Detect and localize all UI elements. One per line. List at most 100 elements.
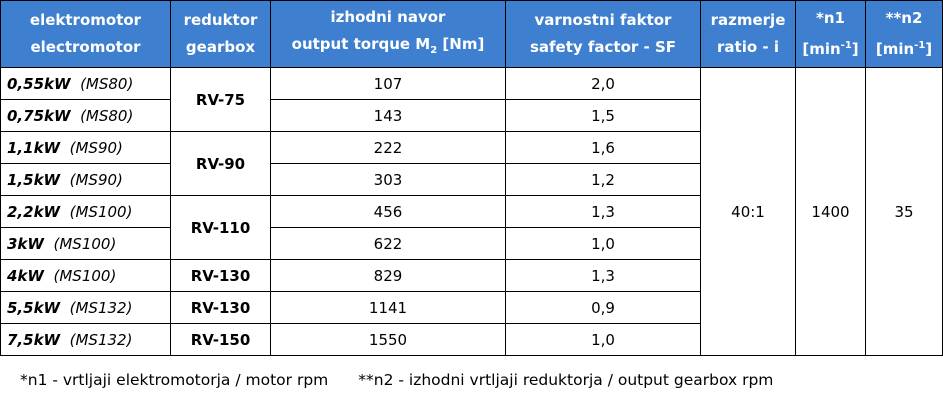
header-cell: *n1 [min-1] bbox=[795, 0, 866, 68]
header-cell: varnostni faktor safety factor - SF bbox=[505, 0, 701, 68]
table-row: 7,5kW (MS132) RV-150 1550 1,0 bbox=[0, 323, 943, 356]
footnote: **n2 - izhodni vrtljaji reduktorja / out… bbox=[358, 371, 774, 389]
safety-factor-cell: 2,0 bbox=[505, 67, 701, 100]
table-row: 0,55kW (MS80) RV-75 107 2,0 40:1 1400 35 bbox=[0, 67, 943, 356]
motor-type: (MS100) bbox=[69, 202, 133, 221]
motor-cell: 3kW (MS100) bbox=[0, 227, 171, 260]
motor-type: (MS132) bbox=[69, 298, 133, 317]
header-text: electromotor bbox=[30, 38, 141, 56]
safety-factor-cell: 0,9 bbox=[505, 291, 701, 324]
gearbox-cell: RV-110 bbox=[170, 195, 271, 260]
torque-cell: 107 bbox=[270, 67, 506, 100]
gearbox-cell: RV-90 bbox=[170, 131, 271, 196]
header-text: ] bbox=[851, 40, 859, 58]
safety-factor-cell: 1,0 bbox=[505, 323, 701, 356]
gearbox-cell: RV-130 bbox=[170, 259, 271, 292]
header-line: elektromotor bbox=[29, 11, 142, 29]
gearbox-cell: RV-75 bbox=[170, 67, 271, 132]
table-row: 0,75kW (MS80) 143 1,5 bbox=[0, 99, 943, 132]
header-line: reduktor bbox=[183, 11, 258, 29]
header-text: [Nm] bbox=[437, 35, 485, 53]
footnotes: *n1 - vrtljaji elektromotorja / motor rp… bbox=[20, 371, 940, 389]
header-line: razmerje bbox=[710, 11, 786, 29]
table-row: 3kW (MS100) 622 1,0 bbox=[0, 227, 943, 260]
safety-factor-cell: 1,6 bbox=[505, 131, 701, 164]
table-row: 1,1kW (MS90) RV-90 222 1,6 bbox=[0, 131, 943, 196]
header-text: output torque M bbox=[291, 35, 431, 53]
n1-cell: 1400 bbox=[795, 67, 866, 356]
torque-cell: 829 bbox=[270, 259, 506, 292]
motor-power: 1,5kW bbox=[7, 170, 61, 189]
torque-cell: 1141 bbox=[270, 291, 506, 324]
header-line: safety factor - SF bbox=[506, 34, 700, 61]
motor-power: 2,2kW bbox=[7, 202, 61, 221]
safety-factor-cell: 1,3 bbox=[505, 259, 701, 292]
n2-cell: 35 bbox=[865, 67, 943, 356]
footnote: *n1 - vrtljaji elektromotorja / motor rp… bbox=[20, 371, 329, 389]
motor-type: (MS132) bbox=[69, 330, 133, 349]
motor-power: 3kW bbox=[7, 234, 44, 253]
header-cell: **n2 [min-1] bbox=[865, 0, 943, 68]
motor-cell: 0,55kW (MS80) bbox=[0, 67, 171, 100]
motor-type: (MS90) bbox=[69, 170, 123, 189]
header-line: *n1 bbox=[816, 9, 845, 27]
header-line: [min-1] bbox=[796, 32, 865, 63]
header-cell: reduktor gearbox bbox=[170, 0, 271, 68]
motor-power: 0,75kW bbox=[7, 106, 71, 125]
header-line: ratio - i bbox=[701, 34, 795, 61]
motor-type: (MS100) bbox=[53, 234, 117, 253]
header-text: [min bbox=[802, 40, 841, 58]
header-cell: elektromotor electromotor bbox=[0, 0, 171, 68]
safety-factor-cell: 1,2 bbox=[505, 163, 701, 196]
header-text: gearbox bbox=[185, 38, 256, 56]
motor-power: 0,55kW bbox=[7, 74, 71, 93]
table-header: elektromotor electromotor reduktor gearbox i… bbox=[0, 0, 943, 68]
header-cell: izhodni navor output torque M2 [Nm] bbox=[270, 0, 506, 68]
spec-table: elektromotor electromotor reduktor gearbox i… bbox=[0, 0, 943, 356]
motor-power: 4kW bbox=[7, 266, 44, 285]
header-text: 2 bbox=[430, 45, 438, 56]
header-text: -1 bbox=[914, 40, 926, 51]
torque-cell: 303 bbox=[270, 163, 506, 196]
header-text: [min bbox=[875, 40, 915, 58]
torque-cell: 456 bbox=[270, 195, 506, 228]
motor-power: 1,1kW bbox=[7, 138, 61, 157]
table-row: 5,5kW (MS132) RV-130 1141 0,9 bbox=[0, 291, 943, 324]
header-line: izhodni navor bbox=[330, 8, 446, 26]
safety-factor-cell: 1,5 bbox=[505, 99, 701, 132]
motor-cell: 5,5kW (MS132) bbox=[0, 291, 171, 324]
header-text: ] bbox=[925, 40, 933, 58]
table-row: 2,2kW (MS100) RV-110 456 1,3 bbox=[0, 195, 943, 260]
motor-cell: 4kW (MS100) bbox=[0, 259, 171, 292]
header-line: electromotor bbox=[1, 34, 170, 61]
motor-type: (MS100) bbox=[53, 266, 117, 285]
torque-cell: 222 bbox=[270, 131, 506, 164]
header-text: safety factor - SF bbox=[529, 38, 677, 56]
motor-type: (MS80) bbox=[80, 106, 134, 125]
header-row: elektromotor electromotor reduktor gearbox i… bbox=[0, 0, 943, 68]
motor-cell: 0,75kW (MS80) bbox=[0, 99, 171, 132]
motor-power: 5,5kW bbox=[7, 298, 61, 317]
safety-factor-cell: 1,0 bbox=[505, 227, 701, 260]
header-line: output torque M2 [Nm] bbox=[271, 31, 505, 64]
torque-cell: 143 bbox=[270, 99, 506, 132]
header-cell: razmerje ratio - i bbox=[700, 0, 796, 68]
motor-cell: 7,5kW (MS132) bbox=[0, 323, 171, 356]
header-line: **n2 bbox=[885, 9, 923, 27]
motor-type: (MS80) bbox=[80, 74, 134, 93]
header-text: -1 bbox=[840, 40, 852, 51]
torque-cell: 622 bbox=[270, 227, 506, 260]
header-line: [min-1] bbox=[866, 32, 942, 63]
motor-cell: 1,5kW (MS90) bbox=[0, 163, 171, 196]
ratio-cell: 40:1 bbox=[700, 67, 796, 356]
header-text: ratio - i bbox=[717, 38, 779, 56]
header-line: gearbox bbox=[171, 34, 270, 61]
gearbox-cell: RV-150 bbox=[170, 323, 271, 356]
table-body: 0,55kW (MS80) RV-75 107 2,0 40:1 1400 35 0,75kW… bbox=[0, 67, 943, 356]
motor-cell: 1,1kW (MS90) bbox=[0, 131, 171, 164]
motor-type: (MS90) bbox=[69, 138, 123, 157]
safety-factor-cell: 1,3 bbox=[505, 195, 701, 228]
motor-power: 7,5kW bbox=[7, 330, 61, 349]
torque-cell: 1550 bbox=[270, 323, 506, 356]
